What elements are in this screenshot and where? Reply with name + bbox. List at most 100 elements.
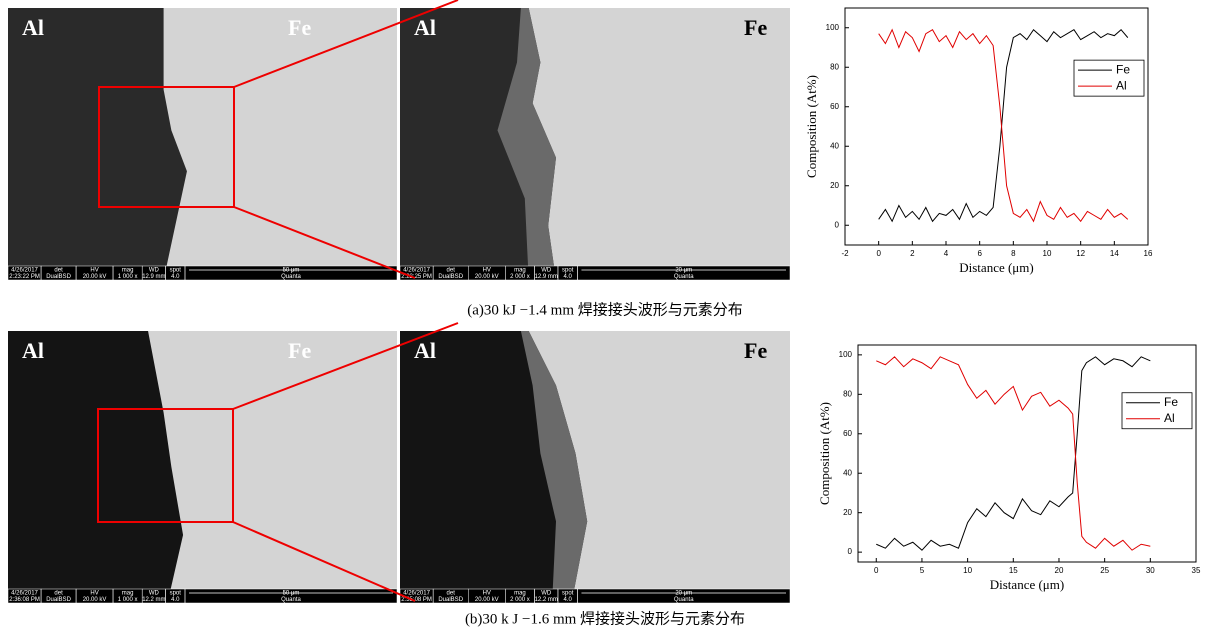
x-tick-label: 30 [1146, 566, 1155, 575]
y-tick-label: 20 [830, 181, 839, 190]
x-tick-label: 20 [1055, 566, 1064, 575]
info-text: det [54, 591, 63, 597]
info-text: 12.9 mm [142, 274, 165, 280]
x-tick-label: 5 [920, 566, 925, 575]
info-text: HV [90, 591, 98, 597]
y-tick-label: 20 [843, 508, 852, 517]
info-text: 1 000 x [118, 597, 138, 603]
data-line [876, 357, 1150, 550]
y-tick-label: 40 [830, 141, 839, 150]
info-text: spot [562, 591, 574, 597]
info-text: mag [514, 591, 526, 597]
x-tick-label: 4 [944, 249, 949, 258]
info-text: 20.00 kV [83, 597, 107, 603]
x-tick-label: 6 [977, 249, 982, 258]
info-text: 20 μm [675, 591, 692, 597]
info-text: spot [170, 268, 182, 274]
plot-frame [845, 8, 1148, 245]
info-text: 4/26/2017 [403, 268, 430, 274]
sem-dark-region [8, 8, 187, 280]
sem-label-left: Al [22, 15, 44, 40]
figure: AlFe4/26/20172:23:22 PMdetDualBSDHV20.00… [0, 0, 1211, 631]
sem-label-right: Fe [288, 15, 311, 40]
info-text: 20.00 kV [83, 274, 107, 280]
info-text: 20 μm [675, 268, 692, 274]
info-text: WD [149, 591, 160, 597]
y-tick-label: 40 [843, 468, 852, 477]
info-text: DualBSD [46, 597, 71, 603]
legend-label: Fe [1116, 62, 1130, 76]
info-text: Quanta [281, 274, 301, 280]
y-axis-label: Composition (At%) [804, 75, 819, 178]
info-text: 20.00 kV [475, 597, 499, 603]
info-text: 50 μm [283, 591, 300, 597]
x-tick-label: 0 [876, 249, 881, 258]
info-text: DualBSD [46, 274, 71, 280]
info-text: Quanta [674, 274, 694, 280]
x-tick-label: 0 [874, 566, 879, 575]
legend-box [1074, 60, 1144, 96]
y-tick-label: 0 [835, 220, 840, 229]
info-text: 4.0 [564, 597, 573, 603]
x-tick-label: 10 [1043, 249, 1052, 258]
info-text: 1 000 x [118, 274, 138, 280]
info-text: 2 000 x [510, 597, 530, 603]
y-tick-label: 60 [830, 102, 839, 111]
info-text: 12.2 mm [142, 597, 165, 603]
legend-label: Fe [1164, 395, 1178, 409]
info-text: mag [122, 268, 134, 274]
x-tick-label: 2 [910, 249, 915, 258]
info-text: 2:36:08 PM [9, 597, 40, 603]
info-text: 4/26/2017 [11, 268, 38, 274]
x-tick-label: -2 [841, 249, 849, 258]
y-tick-label: 0 [848, 547, 853, 556]
caption: (a)30 kJ −1.4 mm 焊接接头波形与元素分布 [467, 301, 743, 318]
info-text: 4.0 [564, 274, 573, 280]
info-text: 4.0 [171, 597, 180, 603]
info-text: WD [149, 268, 160, 274]
legend-label: Al [1164, 411, 1175, 425]
sem-label-left: Al [414, 338, 436, 363]
y-tick-label: 100 [839, 350, 853, 359]
info-text: 50 μm [283, 268, 300, 274]
sem-label-right: Fe [744, 15, 767, 40]
x-tick-label: 16 [1144, 249, 1153, 258]
data-line [879, 30, 1128, 222]
x-tick-label: 35 [1192, 566, 1201, 575]
plot-frame [858, 345, 1196, 562]
info-text: Quanta [281, 597, 301, 603]
info-text: 12.2 mm [535, 597, 558, 603]
y-tick-label: 80 [843, 389, 852, 398]
info-text: 4/26/2017 [403, 591, 430, 597]
sem-image: AlFe4/26/20172:35:08 PMdetDualBSDHV20.00… [400, 331, 790, 603]
x-axis-label: Distance (μm) [990, 577, 1064, 592]
info-text: 20.00 kV [475, 274, 499, 280]
info-text: HV [483, 268, 491, 274]
sem-label-right: Fe [288, 338, 311, 363]
legend-box [1122, 393, 1192, 429]
sem-label-left: Al [414, 15, 436, 40]
info-text: spot [170, 591, 182, 597]
y-axis-label: Composition (At%) [817, 402, 832, 505]
info-text: DualBSD [438, 597, 463, 603]
info-text: HV [90, 268, 98, 274]
y-tick-label: 100 [826, 23, 840, 32]
legend-label: Al [1116, 78, 1127, 92]
info-text: DualBSD [438, 274, 463, 280]
info-text: HV [483, 591, 491, 597]
info-text: 2:23:22 PM [9, 274, 40, 280]
x-tick-label: 8 [1011, 249, 1016, 258]
info-text: spot [562, 268, 574, 274]
x-tick-label: 12 [1076, 249, 1085, 258]
data-line [879, 30, 1128, 222]
y-tick-label: 60 [843, 429, 852, 438]
info-text: det [447, 268, 456, 274]
caption: (b)30 k J −1.6 mm 焊接接头波形与元素分布 [465, 610, 745, 627]
info-text: 2 000 x [510, 274, 530, 280]
info-text: mag [122, 591, 134, 597]
info-text: 12.9 mm [535, 274, 558, 280]
info-text: mag [514, 268, 526, 274]
info-text: 4/26/2017 [11, 591, 38, 597]
